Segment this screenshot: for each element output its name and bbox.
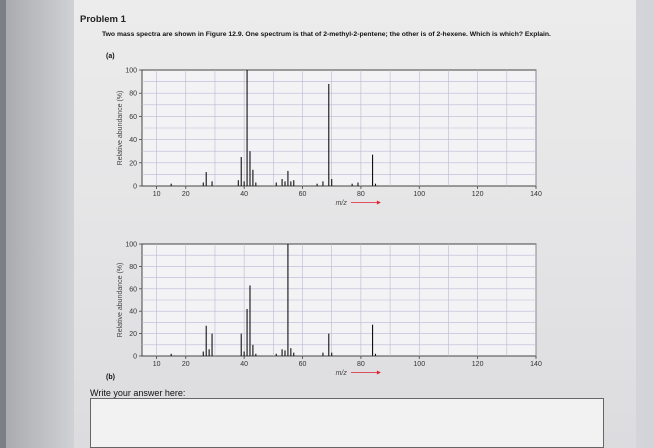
x-axis-arrowhead-icon xyxy=(376,200,381,205)
x-tick-label: 20 xyxy=(182,191,190,198)
x-axis-label: m/z xyxy=(336,370,348,377)
x-tick-label: 100 xyxy=(413,191,425,198)
x-tick-label: 20 xyxy=(182,361,190,368)
y-tick-label: 20 xyxy=(129,160,137,167)
x-tick-label: 100 xyxy=(413,361,425,368)
x-tick-label: 140 xyxy=(530,191,542,198)
y-tick-label: 60 xyxy=(129,114,137,121)
x-axis-label: m/z xyxy=(336,200,348,207)
spectrum-a-chart: 0 20 40 60 80 100 10 20 40 60 80 100 120 140 Relative … xyxy=(117,68,542,208)
y-tick-label: 60 xyxy=(129,286,137,293)
y-tick-label: 100 xyxy=(125,68,137,75)
y-tick-label: 100 xyxy=(125,242,137,249)
y-tick-label: 0 xyxy=(133,184,137,191)
x-tick-label: 120 xyxy=(472,191,484,198)
y-tick-label: 40 xyxy=(129,309,137,316)
panel-b-label: (b) xyxy=(106,374,115,381)
answer-textbox[interactable] xyxy=(90,398,604,448)
spectrum-b-chart: 0 20 40 60 80 100 10 20 40 60 80 100 120 140 Relative … xyxy=(117,242,542,378)
x-tick-label: 40 xyxy=(240,191,248,198)
y-tick-label: 20 xyxy=(129,331,137,338)
x-tick-label: 40 xyxy=(240,361,248,368)
x-tick-label: 80 xyxy=(357,361,365,368)
problem-title: Problem 1 xyxy=(80,14,126,25)
x-tick-label: 60 xyxy=(299,191,307,198)
panel-a-label: (a) xyxy=(106,53,115,60)
x-tick-label: 10 xyxy=(153,361,161,368)
x-tick-label: 10 xyxy=(153,191,161,198)
y-tick-label: 40 xyxy=(129,137,137,144)
y-axis-label: Relative abundance (%) xyxy=(117,263,124,338)
y-tick-label: 80 xyxy=(129,91,137,98)
answer-prompt: Write your answer here: xyxy=(90,388,186,398)
question-text: Two mass spectra are shown in Figure 12.… xyxy=(102,31,551,38)
x-tick-label: 60 xyxy=(299,361,307,368)
x-axis-arrowhead-icon xyxy=(376,370,381,375)
y-axis-label: Relative abundance (%) xyxy=(117,91,124,166)
x-tick-label: 140 xyxy=(530,361,542,368)
y-tick-label: 0 xyxy=(133,354,137,361)
x-tick-label: 80 xyxy=(357,191,365,198)
y-tick-label: 80 xyxy=(129,264,137,271)
x-tick-label: 120 xyxy=(472,361,484,368)
